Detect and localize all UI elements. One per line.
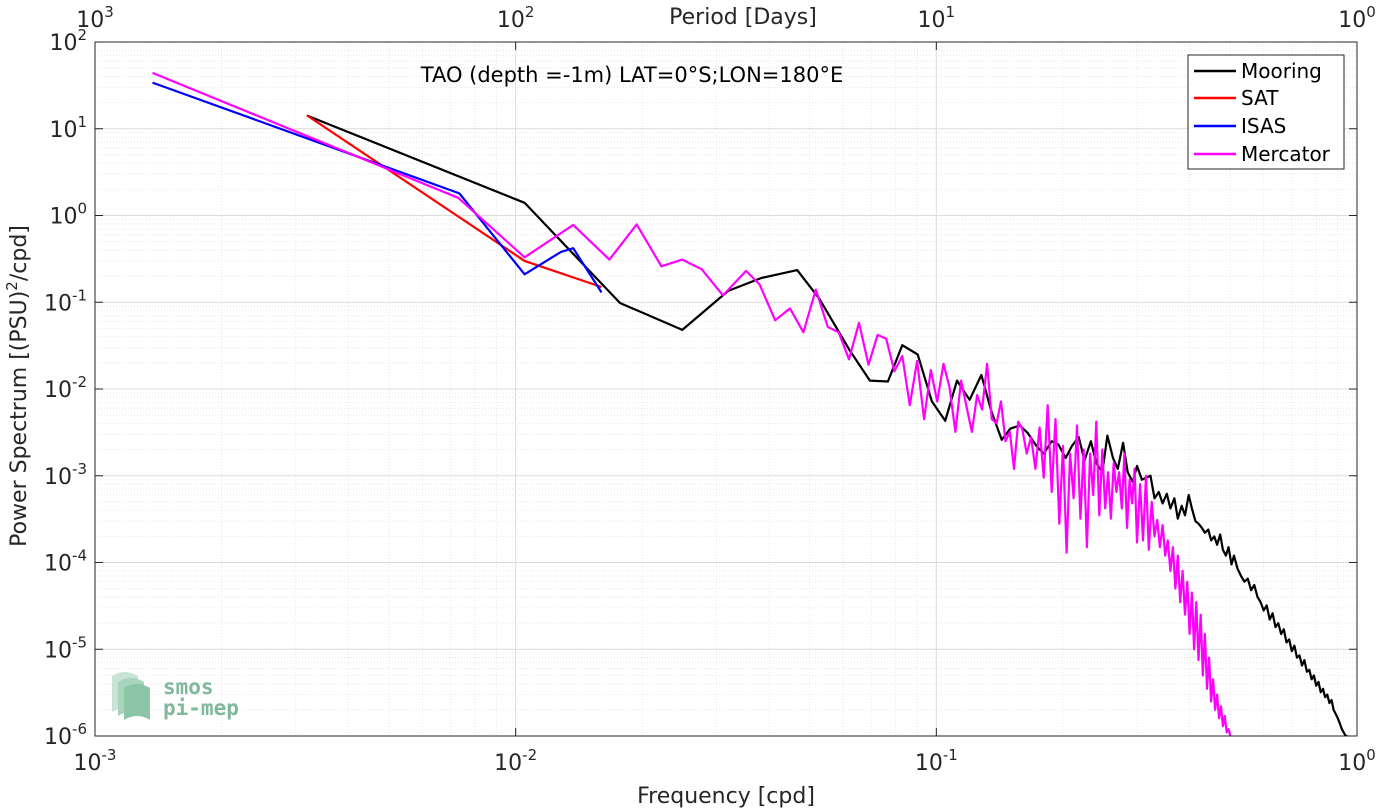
y-tick-label-exponent: -1 (72, 286, 87, 304)
y-tick-label-base: 10 (44, 378, 72, 403)
y-tick-label-exponent: -2 (72, 373, 87, 391)
y-tick-label: 10-5 (44, 633, 87, 663)
logo-text-pi-mep: pi-mep (163, 696, 239, 720)
series-layer (152, 71, 1348, 736)
y-tick-label: 10-2 (44, 373, 87, 403)
legend-label-isas: ISAS (1241, 114, 1286, 138)
y-tick-label-exponent: 2 (77, 26, 87, 44)
y-tick-label-base: 10 (44, 638, 72, 663)
y-tick-label-exponent: -4 (72, 547, 87, 565)
x-tick-label: 10-1 (915, 746, 958, 776)
y-tick-label-base: 10 (44, 291, 72, 316)
y-tick-label: 10-3 (44, 460, 87, 490)
x-tick-label-base: 10 (74, 751, 102, 776)
x-tick-label: 10-2 (494, 746, 537, 776)
legend-label-mercator: Mercator (1241, 142, 1331, 166)
y-tick-label-exponent: -5 (72, 633, 87, 651)
legend-label-sat: SAT (1241, 86, 1279, 110)
x-tick-label-base: 10 (1338, 751, 1366, 776)
legend: Mooring SAT ISAS Mercator (1187, 54, 1345, 170)
legend-label-mooring: Mooring (1241, 59, 1322, 83)
y-axis-label-main: Power Spectrum [(PSU) (7, 291, 32, 547)
x-tick-label-exponent: -2 (522, 746, 537, 764)
series-line-isas (152, 81, 603, 293)
top-tick-label-base: 10 (76, 8, 104, 33)
x-axis-label: Frequency [cpd] (637, 784, 815, 809)
x-tick-label-exponent: 0 (1366, 746, 1376, 764)
y-tick-label-base: 10 (49, 118, 77, 143)
y-tick-label: 100 (49, 200, 87, 230)
y-tick-label: 10-6 (44, 720, 87, 750)
x-tick-label-exponent: -1 (943, 746, 958, 764)
x-tick-label-base: 10 (494, 751, 522, 776)
logo-layer-front (124, 684, 150, 720)
y-tick-label-exponent: -6 (72, 720, 87, 738)
y-axis-label-tail: /cpd] (7, 225, 32, 281)
x-tick-label-exponent: -3 (102, 746, 117, 764)
y-tick-label-exponent: 0 (77, 200, 87, 218)
y-tick-label-base: 10 (49, 31, 77, 56)
y-tick-label-base: 10 (44, 552, 72, 577)
top-axis-label: Period [Days] (669, 5, 817, 30)
top-tick-label-exponent: 0 (1366, 3, 1376, 21)
x-tick-label-base: 10 (915, 751, 943, 776)
y-tick-label: 10-4 (44, 547, 87, 577)
chart-title: TAO (depth =-1m) LAT=0°S;LON=180°E (420, 63, 844, 87)
y-tick-label: 101 (49, 113, 87, 143)
y-tick-label: 10-1 (44, 286, 87, 316)
top-tick-label: 103 (76, 3, 114, 33)
y-tick-label: 102 (49, 26, 87, 56)
smos-pi-mep-logo: smos pi-mep (112, 672, 239, 720)
top-tick-label: 101 (918, 3, 956, 33)
series-line-mooring (306, 114, 1348, 736)
top-tick-label: 100 (1338, 3, 1376, 33)
y-tick-label-base: 10 (44, 725, 72, 750)
top-tick-label-base: 10 (918, 8, 946, 33)
y-axis-label: Power Spectrum [(PSU)2/cpd] (3, 225, 32, 547)
top-tick-label-exponent: 2 (525, 3, 535, 21)
series-line-mercator (152, 71, 1232, 736)
top-tick-label-exponent: 3 (104, 3, 114, 21)
y-tick-label-exponent: -3 (72, 460, 87, 478)
x-tick-label: 100 (1338, 746, 1376, 776)
y-tick-label-exponent: 1 (77, 113, 87, 131)
top-tick-label: 102 (497, 3, 535, 33)
legend-box (1187, 54, 1345, 170)
top-tick-label-base: 10 (497, 8, 525, 33)
y-axis-label-superscript: 2 (3, 281, 21, 291)
top-tick-label-base: 10 (1338, 8, 1366, 33)
y-tick-label-base: 10 (44, 465, 72, 490)
grid (94, 41, 1358, 737)
logo-text-smos: smos (163, 675, 214, 699)
y-tick-label-base: 10 (49, 205, 77, 230)
x-tick-label: 10-3 (74, 746, 117, 776)
top-tick-label-exponent: 1 (946, 3, 956, 21)
